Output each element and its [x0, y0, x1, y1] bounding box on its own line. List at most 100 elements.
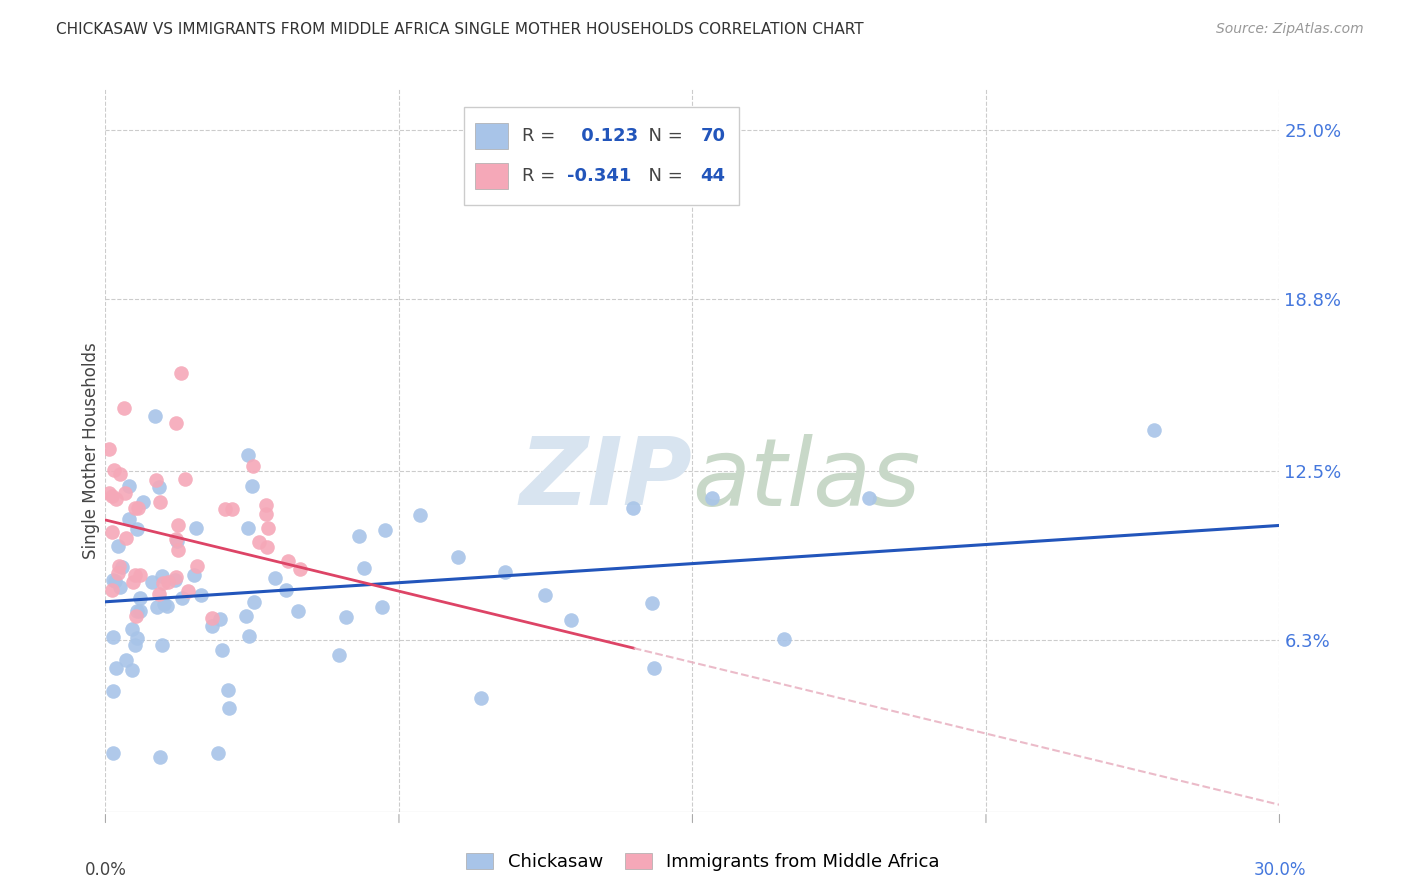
Text: 0.123: 0.123 [575, 128, 638, 145]
Point [858, 491, 880, 505]
Point [186, 559, 208, 574]
Point [700, 491, 723, 505]
Point [150, 638, 173, 652]
Point [165, 532, 187, 546]
Text: N =: N = [637, 128, 689, 145]
Point [247, 534, 270, 549]
Text: 44: 44 [700, 167, 725, 185]
Y-axis label: Single Mother Households: Single Mother Households [82, 343, 100, 558]
Point [353, 560, 375, 574]
Point [166, 533, 188, 548]
Point [107, 566, 129, 581]
Point [148, 587, 170, 601]
Point [148, 750, 170, 764]
Point [347, 529, 370, 543]
Text: N =: N = [637, 167, 689, 185]
Point [238, 629, 260, 643]
Point [152, 575, 174, 590]
Point [217, 682, 239, 697]
Text: 30.0%: 30.0% [1253, 861, 1306, 879]
Point [103, 573, 125, 587]
Point [108, 467, 131, 481]
Point [172, 591, 194, 606]
Text: R =: R = [522, 128, 561, 145]
Text: ZIP: ZIP [520, 434, 693, 525]
Point [143, 409, 166, 424]
Point [165, 570, 187, 584]
Point [277, 554, 299, 568]
Point [127, 631, 149, 645]
Point [101, 525, 124, 540]
Point [201, 611, 224, 625]
Point [103, 630, 125, 644]
Point [114, 653, 136, 667]
Point [470, 691, 492, 706]
Point [335, 609, 357, 624]
Point [256, 541, 278, 555]
Point [1143, 423, 1166, 437]
Point [242, 595, 264, 609]
Text: atlas: atlas [693, 434, 921, 524]
Point [409, 508, 432, 523]
Point [132, 494, 155, 508]
Point [114, 486, 136, 500]
FancyBboxPatch shape [475, 163, 508, 189]
Point [218, 701, 240, 715]
Point [643, 661, 665, 675]
Point [274, 582, 297, 597]
Point [141, 574, 163, 589]
FancyBboxPatch shape [475, 123, 508, 149]
Point [156, 599, 179, 613]
Text: 0.0%: 0.0% [84, 861, 127, 879]
Point [328, 648, 350, 663]
Point [153, 597, 176, 611]
Point [163, 574, 186, 588]
Point [621, 500, 644, 515]
Point [104, 574, 127, 589]
Point [125, 608, 148, 623]
Point [103, 746, 125, 760]
Point [150, 569, 173, 583]
Point [124, 500, 146, 515]
Point [288, 562, 311, 576]
Point [98, 486, 121, 500]
Point [201, 619, 224, 633]
Point [108, 580, 131, 594]
Point [124, 638, 146, 652]
Point [494, 565, 516, 579]
Point [370, 599, 392, 614]
Point [167, 542, 190, 557]
Point [100, 489, 122, 503]
Point [641, 596, 664, 610]
Point [128, 567, 150, 582]
Point [221, 501, 243, 516]
Point [121, 575, 143, 590]
Point [107, 539, 129, 553]
Point [98, 442, 121, 456]
Point [254, 498, 277, 512]
Point [104, 661, 127, 675]
Point [238, 521, 260, 535]
Point [127, 522, 149, 536]
Text: -0.341: -0.341 [567, 167, 631, 185]
Point [103, 463, 125, 477]
FancyBboxPatch shape [464, 107, 740, 205]
Point [264, 571, 287, 585]
Point [101, 583, 124, 598]
Point [209, 612, 232, 626]
Point [236, 448, 259, 462]
Point [170, 366, 193, 380]
Point [183, 567, 205, 582]
Point [115, 531, 138, 545]
Point [148, 495, 170, 509]
Point [127, 500, 149, 515]
Point [242, 459, 264, 474]
Point [157, 574, 180, 589]
Point [124, 568, 146, 582]
Point [254, 507, 277, 521]
Point [146, 599, 169, 614]
Point [128, 604, 150, 618]
Point [257, 521, 280, 535]
Point [165, 416, 187, 430]
Legend: Chickasaw, Immigrants from Middle Africa: Chickasaw, Immigrants from Middle Africa [458, 846, 948, 879]
